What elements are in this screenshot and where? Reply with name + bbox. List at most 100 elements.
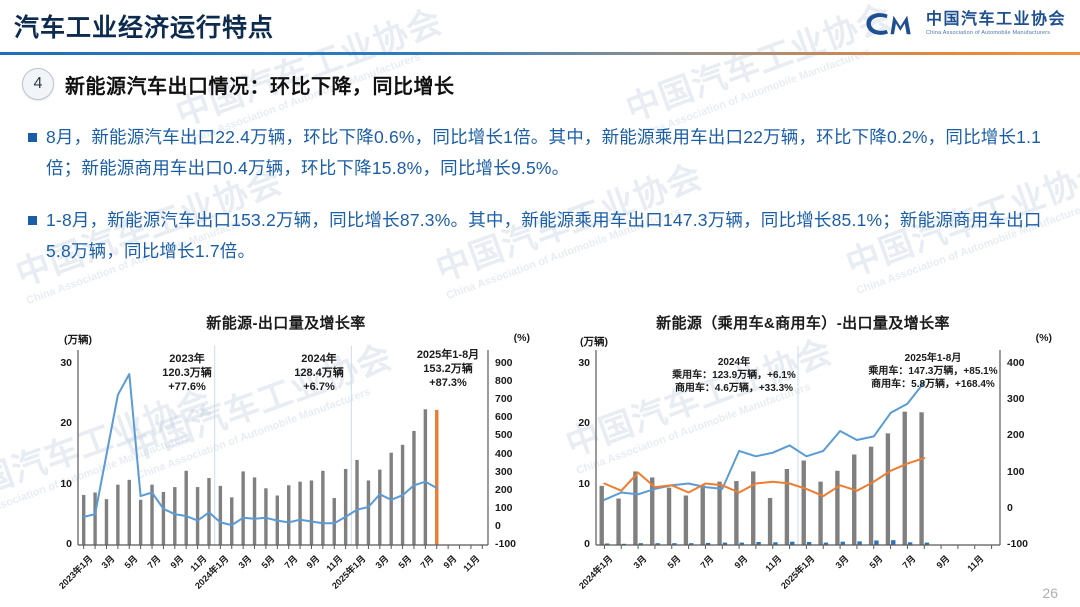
bar-commercial [924,542,930,545]
y-axis-tick: 20 [60,417,72,430]
y2-axis-tick: 0 [495,519,501,532]
bar [184,470,188,545]
bar [116,484,120,545]
bar-passenger [633,471,638,545]
line-series [603,457,926,498]
caam-logo-text: 中国汽车工业协会 China Association of Automobile… [925,10,1066,37]
bar-commercial [705,542,711,545]
y2-axis-tick: 400 [495,447,513,460]
y2-axis-tick: -100 [495,538,517,550]
bar [161,491,166,545]
bar [298,481,302,545]
y2-axis-tick: 700 [495,393,513,406]
chart-annotation: 2024年 乘用车：123.9万辆，+6.1% 商用车：4.6万辆，+33.3% [672,357,796,394]
bullet-text: 1-8月，新能源汽车出口153.2万辆，同比增长87.3%。其中，新能源乘用车出… [46,210,1042,261]
bar-passenger [717,481,722,545]
chart-title: 新能源（乘用车&商用车）-出口量及增长率 [656,315,950,332]
bar-commercial [655,543,660,545]
bar [343,468,348,545]
y-axis-tick: 10 [578,477,590,490]
bar-commercial [806,541,812,545]
y2-axis-tick: 200 [1007,429,1025,442]
bullet-text: 8月，新能源汽车出口22.4万辆，环比下降0.6%，同比增长1倍。其中，新能源乘… [46,127,1042,178]
bar-commercial [672,543,677,545]
bar-commercial [739,542,744,545]
chart-svg [595,346,1001,549]
bar-commercial [773,542,778,545]
chart-svg [77,346,489,549]
bar-passenger [666,487,672,545]
y2-axis-tick: 100 [495,501,513,514]
y2-axis-tick: 600 [495,411,513,424]
bar-passenger [616,498,621,545]
bullet-item: 1-8月，新能源汽车出口153.2万辆，同比增长87.3%。其中，新能源乘用车出… [28,205,1063,266]
chart-title: 新能源-出口量及增长率 [206,315,366,332]
bar-commercial [604,543,610,545]
bullet-item: 8月，新能源汽车出口22.4万辆，环比下降0.6%，同比增长1倍。其中，新能源乘… [28,122,1063,183]
slide-header: 汽车工业经济运行特点 中国汽车工业协会 China Association of… [0,0,1080,56]
bar [252,477,257,545]
chart-annotation: 2024年 128.4万辆 +6.7% [294,353,344,394]
chart-nev-export: 新能源-出口量及增长率 (万辆) (%) 0 10 20 30 -100 0 100 200 3… [36,306,536,604]
logo-chinese-name: 中国汽车工业协会 [925,10,1066,28]
bar-passenger [751,471,756,545]
bar-commercial [756,541,761,545]
bullet-square-icon [28,216,37,225]
bar [104,499,109,545]
line-series [82,373,438,527]
bar-passenger [885,433,891,545]
y2-axis-tick: 200 [495,483,513,496]
bar-commercial [840,541,845,545]
bar-passenger [852,454,857,545]
y2-axis-unit-label: (%) [513,332,530,344]
y-axis-unit-label: (万辆) [64,334,92,346]
bar [332,497,336,545]
bar [264,488,268,545]
bar-passenger [650,477,655,545]
bar-commercial [722,542,728,545]
bar-passenger [784,468,790,545]
bar-commercial [790,541,795,545]
section-number-badge: 4 [22,68,54,100]
bar [138,499,143,545]
bar [81,494,86,545]
y2-axis-tick: 100 [1007,465,1025,478]
caam-logo-icon [866,13,911,35]
bar-commercial [874,540,879,545]
bar-passenger [734,481,739,545]
y-axis-unit-label: (万辆) [580,336,608,348]
bar-commercial [857,541,862,545]
bar [230,497,234,545]
bar-passenger [700,485,705,545]
bar-commercial [891,540,896,545]
bar [241,471,245,545]
bullet-square-icon [28,133,37,142]
bar-commercial [689,543,694,545]
chart-nev-export-pv-cv: 新能源（乘用车&商用车）-出口量及增长率 (万辆) (%) 0 10 20 30 -10… [548,306,1058,604]
section-heading: 4 新能源汽车出口情况：环比下降，同比增长 [22,68,455,100]
logo-english-name: China Association of Automobile Manufact… [925,29,1051,36]
bar [150,484,154,545]
y2-axis-tick: 400 [1007,357,1025,369]
line-series [603,381,926,501]
header-divider [0,52,1080,55]
bar-commercial [823,542,829,545]
bar [355,459,359,545]
y-axis-tick: 0 [584,538,590,550]
bar [366,480,371,545]
y2-axis-tick: 900 [495,357,513,369]
bar-passenger [919,412,924,545]
bar-passenger [902,411,907,545]
chart-annotation: 2023年 120.3万辆 +77.6% [162,353,212,394]
page-number: 26 [1042,585,1058,601]
bar [127,479,131,545]
y-axis-tick: 30 [578,357,590,369]
y2-axis-tick: 500 [495,429,513,442]
bar [218,485,223,545]
bar [173,487,177,545]
y2-axis-tick: 800 [495,375,513,388]
bar-passenger [767,497,773,545]
y-axis-tick: 0 [66,538,72,550]
bar-passenger [818,481,823,545]
